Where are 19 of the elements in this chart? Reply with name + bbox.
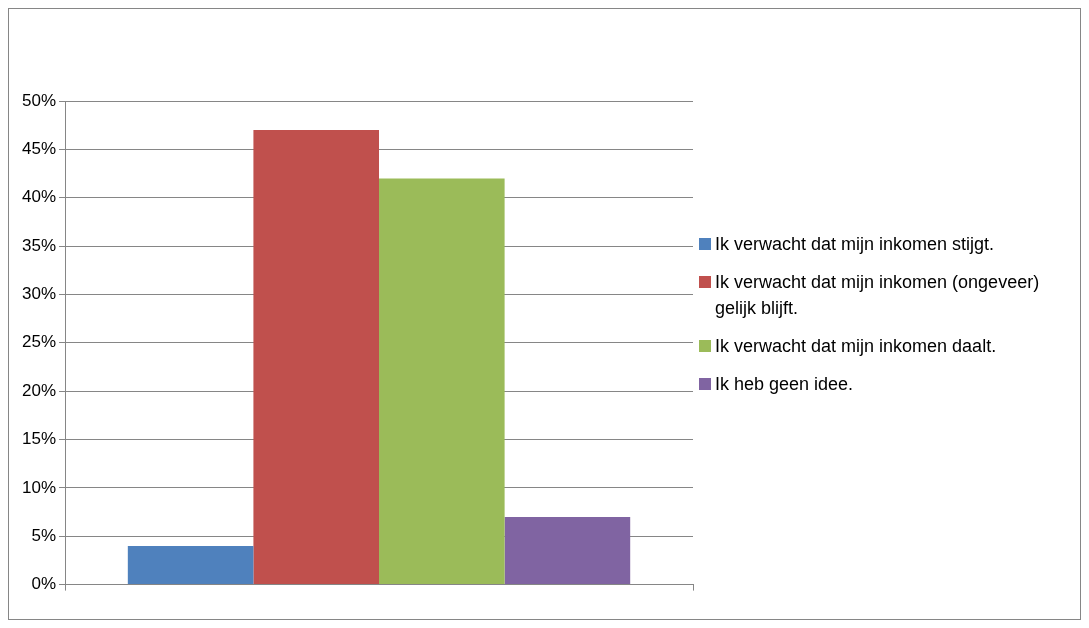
- legend-label: Ik verwacht dat mijn inkomen stijgt.: [715, 233, 996, 256]
- y-tick-label: 45%: [21, 139, 57, 159]
- bar: [253, 130, 380, 585]
- y-tick-label: 50%: [21, 90, 57, 110]
- bar: [127, 545, 254, 585]
- y-tick-label: 20%: [21, 380, 57, 400]
- legend-label: Ik verwacht dat mijn inkomen daalt.: [715, 335, 998, 358]
- y-tick-label: 30%: [21, 284, 57, 304]
- bar: [379, 178, 505, 585]
- bar: [504, 516, 631, 585]
- y-tick-label: 5%: [31, 525, 57, 545]
- y-tick-label: 25%: [21, 332, 57, 352]
- legend-label: Ik heb geen idee.: [715, 373, 855, 396]
- legend-label: Ik verwacht dat mijn inkomen (ongeveer) gelijk blijft.: [715, 271, 1041, 320]
- y-tick-label: 35%: [21, 235, 57, 255]
- y-tick-label: 10%: [21, 477, 57, 497]
- y-tick-label: 0%: [31, 574, 57, 594]
- y-tick-label: 15%: [21, 429, 57, 449]
- y-tick-label: 40%: [21, 187, 57, 207]
